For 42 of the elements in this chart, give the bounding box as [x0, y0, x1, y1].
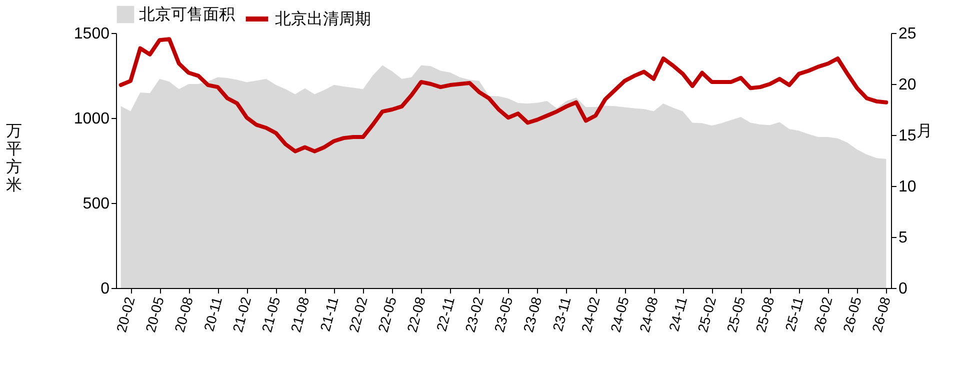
x-tick-label: 26-08 — [868, 294, 894, 334]
x-tick-label: 23-02 — [462, 294, 487, 334]
y-axis-title: 万平方米 — [6, 123, 22, 194]
y2-tick-label: 5 — [898, 230, 908, 246]
y2-tick-label: 10 — [898, 178, 916, 196]
y-tick-label: 0 — [100, 280, 110, 298]
x-tick-label: 25-02 — [694, 294, 720, 334]
x-tick-label: 20-08 — [171, 294, 196, 334]
x-tick-label: 24-11 — [666, 294, 690, 333]
x-tick-label: 22-11 — [433, 294, 458, 333]
y-tick-label: 500 — [82, 196, 110, 212]
x-tick-label: 25-11 — [782, 294, 806, 333]
x-tick-label: 23-08 — [520, 294, 545, 334]
x-tick-label: 24-08 — [636, 294, 661, 334]
y-tick-label: 1000 — [74, 110, 110, 128]
x-tick-label: 21-02 — [229, 294, 254, 334]
x-tick-label: 21-08 — [287, 294, 312, 334]
x-tick-label: 22-05 — [374, 294, 400, 334]
line-series — [118, 37, 888, 154]
x-tick-label: 25-05 — [723, 294, 748, 334]
x-tick-label: 23-05 — [490, 294, 516, 334]
x-tick-label: 24-05 — [607, 294, 632, 334]
y2-tick-label: 15 — [898, 128, 916, 144]
y2-tick-label: 25 — [898, 26, 916, 42]
x-tick-label: 23-11 — [549, 294, 574, 333]
x-tick-label: 26-02 — [810, 294, 836, 334]
x-tick-label: 26-05 — [840, 294, 864, 334]
legend-label: 北京可售面积 — [139, 6, 235, 24]
y2-tick-label: 20 — [898, 76, 916, 94]
y-tick-label: 1500 — [74, 26, 110, 42]
y2-tick-label: 0 — [898, 280, 908, 298]
x-tick-label: 22-08 — [404, 294, 428, 334]
x-tick-label: 20-02 — [113, 294, 138, 334]
x-tick-label: 22-02 — [346, 294, 370, 334]
x-tick-label: 20-05 — [142, 294, 167, 334]
y2-axis-title: 月 — [916, 123, 932, 140]
x-tick-label: 21-11 — [316, 294, 342, 333]
x-tick-label: 20-11 — [200, 294, 226, 333]
x-tick-label: 24-02 — [578, 294, 603, 334]
x-tick-label: 25-08 — [752, 294, 778, 334]
x-tick-label: 21-05 — [258, 294, 284, 334]
legend-label: 北京出清周期 — [275, 10, 371, 28]
